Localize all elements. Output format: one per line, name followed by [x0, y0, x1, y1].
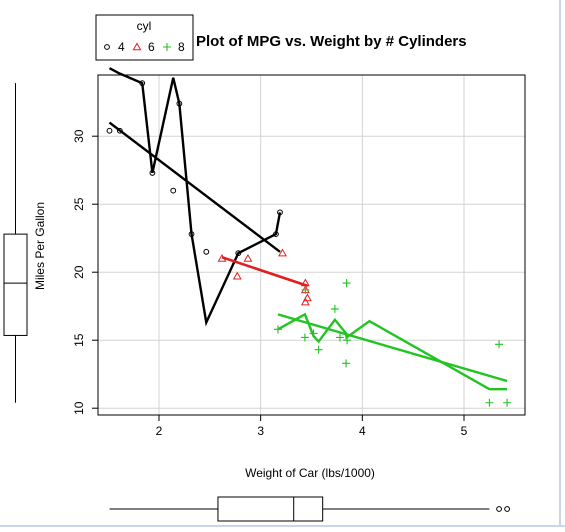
- x-tick-label: 5: [461, 424, 468, 438]
- x-box-outlier: [496, 506, 502, 512]
- x-tick-label: 2: [156, 424, 163, 438]
- data-point-cyl-4: [203, 248, 210, 255]
- fit-line-cyl-8: [277, 313, 508, 383]
- legend-label-4: 4: [118, 40, 125, 54]
- data-point-cyl-6: [300, 278, 310, 287]
- x-box-outlier: [504, 506, 511, 512]
- data-point-cyl-6: [243, 253, 253, 262]
- x-tick-label: 4: [359, 424, 366, 438]
- data-point-cyl-8: [335, 333, 344, 342]
- legend-symbol-6: [132, 42, 142, 51]
- x-marginal-boxplot: [109, 496, 511, 522]
- legend: cyl 4 6 8: [95, 14, 194, 61]
- smooth-line-cyl-6: [221, 256, 308, 287]
- data-point-cyl-8: [485, 398, 494, 407]
- legend-title: cyl: [137, 19, 152, 33]
- data-point-cyl-4: [188, 231, 195, 238]
- data-point-cyl-8: [503, 398, 512, 407]
- data-point-cyl-6: [217, 253, 227, 262]
- x-axis-label: Weight of Car (lbs/1000): [245, 466, 375, 480]
- data-point-cyl-4: [235, 250, 242, 257]
- window-edge-right: [559, 0, 561, 527]
- data-point-cyl-8: [273, 325, 282, 334]
- legend-label-6: 6: [148, 40, 155, 54]
- legend-symbol-4: [104, 44, 110, 50]
- data-point-cyl-8: [342, 359, 351, 368]
- grid-layer: [98, 75, 525, 415]
- smooth-line-cyl-8: [277, 312, 508, 391]
- fit-line-cyl-4: [108, 121, 281, 253]
- data-point-cyl-8: [314, 345, 323, 354]
- legend-box: [95, 14, 194, 61]
- x-box-iqr: [217, 496, 324, 522]
- x-tick-label: 3: [257, 424, 264, 438]
- data-point-cyl-8: [342, 279, 351, 288]
- points-layer: [106, 80, 512, 407]
- data-point-cyl-4: [106, 127, 113, 134]
- smooth-line-cyl-4: [108, 67, 282, 327]
- y-axis-label: Miles Per Gallon: [33, 202, 47, 290]
- y-tick-label: 10: [72, 401, 86, 415]
- data-point-cyl-8: [343, 336, 352, 345]
- lines-layer: [108, 67, 508, 391]
- data-point-cyl-4: [116, 127, 123, 134]
- window-edge-bottom: [0, 525, 565, 527]
- chart-title: Plot of MPG vs. Weight by # Cylinders: [196, 33, 467, 50]
- plot-frame: [97, 74, 526, 416]
- data-point-cyl-8: [495, 340, 504, 349]
- data-point-cyl-8: [300, 333, 309, 342]
- y-axis: 10 15 20 25 30: [72, 129, 98, 415]
- data-point-cyl-4: [273, 231, 279, 238]
- data-point-cyl-4: [149, 170, 156, 176]
- legend-symbol-8: [163, 43, 171, 51]
- y-tick-label: 20: [72, 265, 86, 279]
- data-point-cyl-4: [170, 187, 177, 194]
- legend-label-8: 8: [178, 40, 185, 54]
- y-tick-label: 15: [72, 333, 86, 347]
- data-point-cyl-6: [278, 248, 287, 257]
- y-tick-label: 30: [72, 129, 86, 143]
- data-point-cyl-6: [232, 271, 242, 280]
- y-tick-label: 25: [72, 197, 86, 211]
- data-point-cyl-4: [139, 80, 146, 87]
- data-point-cyl-4: [176, 100, 183, 107]
- data-point-cyl-8: [301, 285, 310, 294]
- data-point-cyl-6: [300, 297, 310, 306]
- data-point-cyl-6: [302, 293, 312, 302]
- y-box-iqr: [3, 233, 28, 336]
- data-point-cyl-4: [277, 209, 283, 216]
- data-point-cyl-8: [309, 329, 318, 338]
- legend-entries: 4 6 8: [104, 40, 185, 54]
- data-point-cyl-8: [330, 304, 339, 313]
- x-axis: 2 3 4 5: [156, 415, 468, 438]
- y-marginal-boxplot: [3, 83, 28, 403]
